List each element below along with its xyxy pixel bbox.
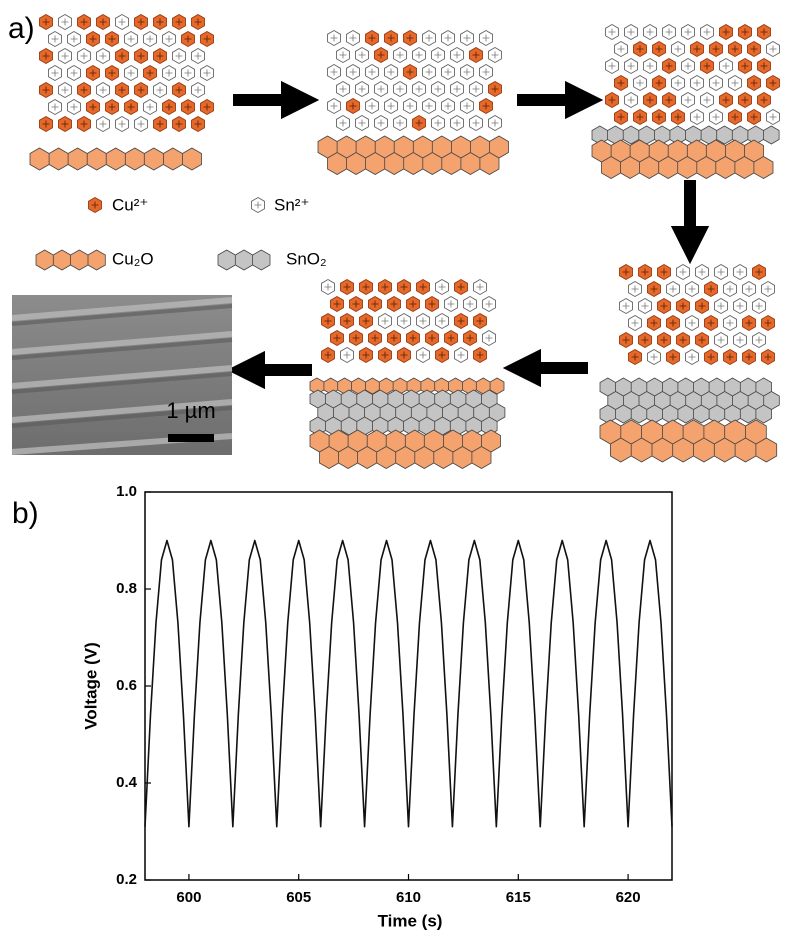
crystal-layer bbox=[36, 250, 105, 270]
y-axis-label: Voltage (V) bbox=[81, 642, 100, 730]
figure: a) 1 µm Cu²⁺ Sn²⁺ Cu₂O SnO₂ b) 0.2 0.4 0.6… bbox=[0, 0, 789, 935]
scale-bar-label: 1 µm bbox=[166, 398, 215, 423]
y-tick-label: 0.6 bbox=[116, 677, 137, 694]
y-tick-label: 0.2 bbox=[116, 871, 137, 888]
x-tick-label: 610 bbox=[396, 889, 421, 906]
chart: 0.2 0.4 0.6 0.8 1.0 600 605 610 615 620 bbox=[116, 483, 672, 906]
line-series bbox=[145, 541, 672, 827]
crystal-layer bbox=[30, 148, 202, 170]
x-tick-label: 615 bbox=[506, 889, 531, 906]
y-tick-label: 1.0 bbox=[116, 483, 137, 500]
x-tick-label: 600 bbox=[176, 889, 201, 906]
crystal-layer bbox=[592, 140, 773, 179]
legend-label: SnO₂ bbox=[286, 249, 327, 268]
legend-label: Cu₂O bbox=[112, 249, 154, 268]
y-tick-label: 0.8 bbox=[116, 580, 137, 597]
panel-label: b) bbox=[12, 497, 39, 530]
x-tick-label: 620 bbox=[616, 889, 641, 906]
sem-image: 1 µm bbox=[12, 295, 232, 455]
legend-label: Cu²⁺ bbox=[112, 195, 148, 214]
page: {"panel_a": {"label": "a)", "legend": {"… bbox=[0, 0, 789, 940]
crystal-layer bbox=[600, 378, 779, 423]
x-axis-label: Time (s) bbox=[378, 911, 443, 930]
x-tick-label: 605 bbox=[286, 889, 311, 906]
crystal-layer bbox=[310, 390, 505, 435]
crystal-layer bbox=[600, 420, 777, 462]
legend-label: Sn²⁺ bbox=[274, 195, 309, 214]
crystal-layer bbox=[218, 250, 270, 270]
crystal-layer bbox=[310, 430, 501, 469]
panel-label: a) bbox=[8, 12, 35, 45]
crystal-layer bbox=[318, 136, 509, 175]
y-tick-label: 0.4 bbox=[116, 774, 138, 791]
